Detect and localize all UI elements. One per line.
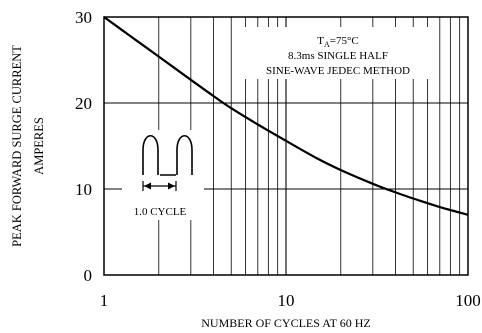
y-axis-title-line-2: AMPERES [32, 117, 46, 175]
y-tick-label: 20 [75, 94, 92, 113]
inset-label: 1.0 CYCLE [134, 206, 187, 218]
annotation-t: T [317, 35, 324, 47]
y-axis-title-line-1: PEAK FORWARD SURGE CURRENT [10, 45, 24, 247]
annotation-box: TA=75°C 8.3ms SINGLE HALF SINE-WAVE JEDE… [238, 27, 438, 79]
annotation-subscript: A [324, 40, 330, 49]
x-axis-title: NUMBER OF CYCLES AT 60 HZ [201, 316, 370, 330]
waveform-inset: 1.0 CYCLE [122, 130, 204, 220]
x-tick-label: 1 [100, 291, 109, 310]
plot-frame [103, 16, 469, 276]
series-line [103, 16, 469, 216]
arrowheads-icon [144, 182, 175, 190]
tick-labels: 1 10 100 0 10 20 30 [75, 8, 481, 310]
x-tick-label: 10 [278, 291, 295, 310]
annotation-line-2: 8.3ms SINGLE HALF [288, 50, 388, 62]
x-tick-label: 100 [455, 291, 481, 310]
annotation-line-3: SINE-WAVE JEDEC METHOD [266, 65, 410, 77]
annotation-temperature: =75°C [330, 35, 359, 47]
annotation-line-1: TA=75°C [317, 35, 358, 49]
y-tick-label: 10 [75, 180, 92, 199]
half-sine-waveform-icon [142, 134, 193, 176]
y-tick-label: 0 [84, 266, 93, 285]
y-tick-label: 30 [75, 8, 92, 27]
